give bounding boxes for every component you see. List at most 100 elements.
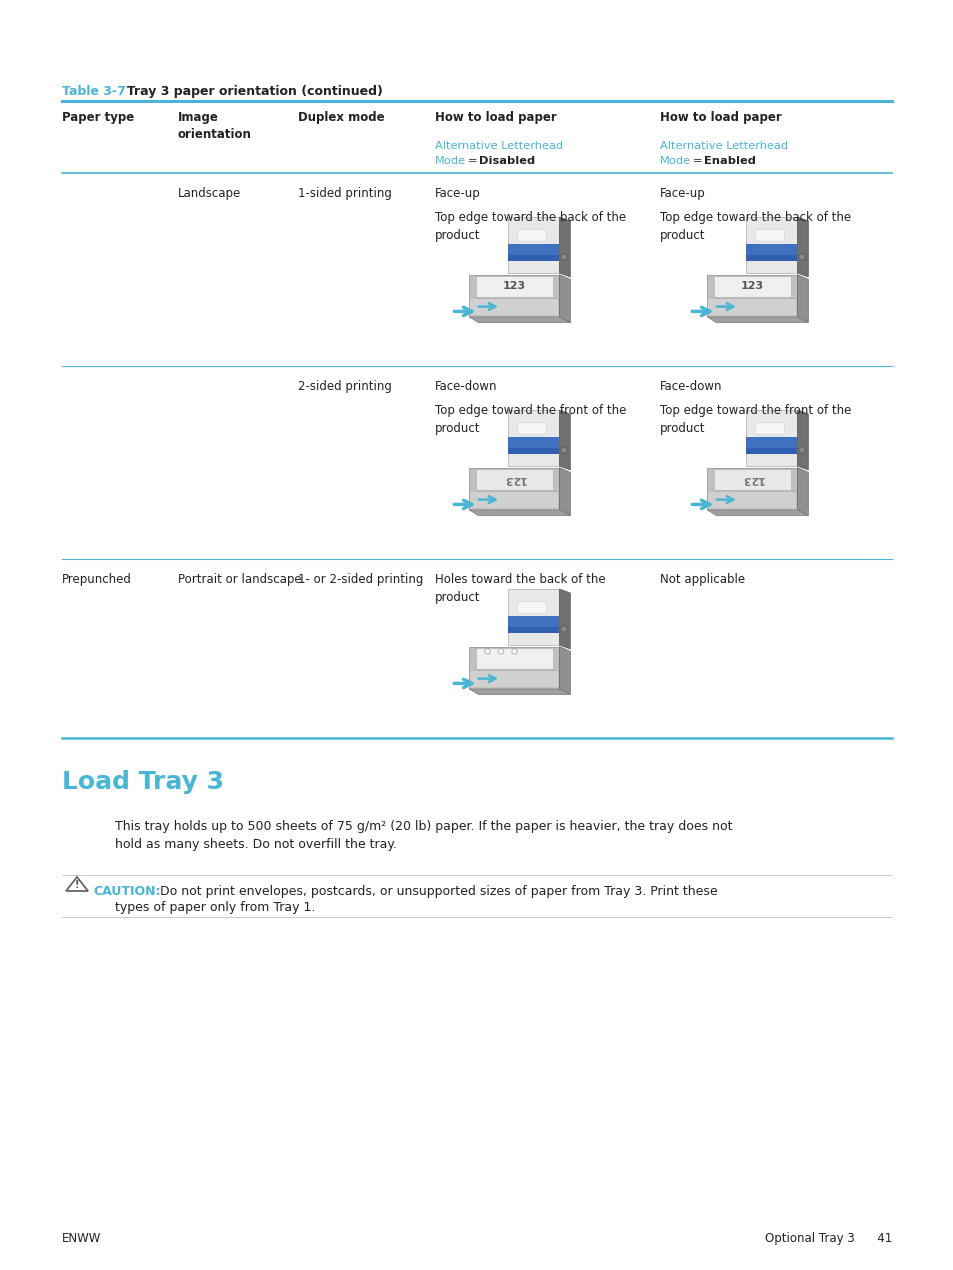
Circle shape bbox=[798, 254, 804, 260]
Polygon shape bbox=[745, 244, 797, 255]
Text: Disabled: Disabled bbox=[478, 156, 535, 166]
Text: Image
orientation: Image orientation bbox=[178, 110, 252, 141]
Text: Portrait or landscape: Portrait or landscape bbox=[178, 573, 301, 585]
Polygon shape bbox=[517, 229, 545, 241]
Polygon shape bbox=[508, 447, 558, 453]
Circle shape bbox=[798, 447, 804, 453]
Text: !: ! bbox=[74, 880, 79, 890]
Text: =: = bbox=[692, 156, 701, 166]
Polygon shape bbox=[469, 274, 558, 318]
Text: Top edge toward the front of the
product: Top edge toward the front of the product bbox=[435, 404, 626, 436]
Polygon shape bbox=[517, 601, 545, 613]
Polygon shape bbox=[755, 422, 783, 434]
Polygon shape bbox=[470, 298, 558, 315]
Text: 123: 123 bbox=[502, 281, 525, 291]
Polygon shape bbox=[745, 254, 797, 262]
Text: Duplex mode: Duplex mode bbox=[297, 110, 384, 124]
Circle shape bbox=[497, 649, 503, 654]
Text: This tray holds up to 500 sheets of 75 g/m² (20 lb) paper. If the paper is heavi: This tray holds up to 500 sheets of 75 g… bbox=[115, 820, 732, 851]
Text: Table 3-7: Table 3-7 bbox=[62, 85, 126, 98]
Text: Top edge toward the front of the
product: Top edge toward the front of the product bbox=[659, 404, 850, 436]
Polygon shape bbox=[708, 298, 795, 315]
Text: Optional Tray 3      41: Optional Tray 3 41 bbox=[764, 1232, 891, 1245]
Text: Mode: Mode bbox=[435, 156, 466, 166]
Text: Holes toward the back of the
product: Holes toward the back of the product bbox=[435, 573, 605, 605]
Polygon shape bbox=[558, 467, 570, 516]
Polygon shape bbox=[476, 669, 558, 672]
Polygon shape bbox=[470, 671, 558, 687]
Circle shape bbox=[560, 254, 566, 260]
Polygon shape bbox=[713, 490, 797, 493]
Polygon shape bbox=[558, 646, 570, 695]
Polygon shape bbox=[476, 276, 553, 297]
Text: Face-up: Face-up bbox=[659, 187, 705, 199]
Polygon shape bbox=[558, 217, 570, 277]
Polygon shape bbox=[713, 297, 797, 300]
Text: How to load paper: How to load paper bbox=[435, 110, 557, 124]
Text: Face-down: Face-down bbox=[435, 380, 497, 392]
Polygon shape bbox=[713, 469, 790, 490]
Polygon shape bbox=[517, 422, 545, 434]
Polygon shape bbox=[469, 511, 570, 516]
Text: Face-up: Face-up bbox=[435, 187, 480, 199]
Text: CAUTION:: CAUTION: bbox=[92, 885, 160, 898]
Text: types of paper only from Tray 1.: types of paper only from Tray 1. bbox=[115, 900, 315, 914]
Polygon shape bbox=[707, 318, 807, 323]
Polygon shape bbox=[745, 447, 797, 453]
Polygon shape bbox=[508, 254, 558, 262]
Text: How to load paper: How to load paper bbox=[659, 110, 781, 124]
Polygon shape bbox=[476, 648, 553, 669]
Text: Face-down: Face-down bbox=[659, 380, 721, 392]
Text: 1- or 2-sided printing: 1- or 2-sided printing bbox=[297, 573, 423, 585]
Text: Not applicable: Not applicable bbox=[659, 573, 744, 585]
Circle shape bbox=[560, 626, 566, 632]
Polygon shape bbox=[745, 437, 797, 448]
Polygon shape bbox=[469, 318, 570, 323]
Circle shape bbox=[484, 649, 490, 654]
Polygon shape bbox=[707, 511, 807, 516]
Polygon shape bbox=[508, 589, 558, 645]
Text: Top edge toward the back of the
product: Top edge toward the back of the product bbox=[659, 211, 850, 243]
Polygon shape bbox=[469, 690, 570, 695]
Polygon shape bbox=[508, 437, 558, 448]
Polygon shape bbox=[745, 217, 797, 273]
Circle shape bbox=[511, 649, 517, 654]
Polygon shape bbox=[797, 410, 807, 470]
Text: Do not print envelopes, postcards, or unsupported sizes of paper from Tray 3. Pr: Do not print envelopes, postcards, or un… bbox=[152, 885, 717, 898]
Text: Top edge toward the back of the
product: Top edge toward the back of the product bbox=[435, 211, 625, 243]
Polygon shape bbox=[797, 467, 807, 516]
Polygon shape bbox=[797, 217, 807, 277]
Polygon shape bbox=[508, 244, 558, 255]
Polygon shape bbox=[469, 646, 558, 690]
Polygon shape bbox=[508, 217, 558, 273]
Text: 123: 123 bbox=[502, 474, 525, 484]
Polygon shape bbox=[470, 491, 558, 508]
Polygon shape bbox=[469, 467, 558, 511]
Text: Alternative Letterhead: Alternative Letterhead bbox=[435, 141, 562, 151]
Text: ENWW: ENWW bbox=[62, 1232, 101, 1245]
Polygon shape bbox=[476, 297, 558, 300]
Polygon shape bbox=[476, 490, 558, 493]
Polygon shape bbox=[508, 626, 558, 632]
Text: Load Tray 3: Load Tray 3 bbox=[62, 770, 224, 794]
Circle shape bbox=[560, 447, 566, 453]
Polygon shape bbox=[508, 410, 558, 466]
Text: Tray 3 paper orientation (continued): Tray 3 paper orientation (continued) bbox=[118, 85, 382, 98]
Polygon shape bbox=[713, 276, 790, 297]
Text: Alternative Letterhead: Alternative Letterhead bbox=[659, 141, 787, 151]
Polygon shape bbox=[558, 274, 570, 323]
Text: =: = bbox=[468, 156, 477, 166]
Text: Prepunched: Prepunched bbox=[62, 573, 132, 585]
Polygon shape bbox=[755, 229, 783, 241]
Polygon shape bbox=[707, 274, 797, 318]
Text: 1-sided printing: 1-sided printing bbox=[297, 187, 392, 199]
Text: Paper type: Paper type bbox=[62, 110, 134, 124]
Polygon shape bbox=[558, 589, 570, 649]
Polygon shape bbox=[797, 274, 807, 323]
Text: Enabled: Enabled bbox=[703, 156, 755, 166]
Text: 2-sided printing: 2-sided printing bbox=[297, 380, 392, 392]
Polygon shape bbox=[558, 410, 570, 470]
Text: 123: 123 bbox=[740, 281, 763, 291]
Text: 123: 123 bbox=[740, 474, 763, 484]
Polygon shape bbox=[508, 616, 558, 627]
